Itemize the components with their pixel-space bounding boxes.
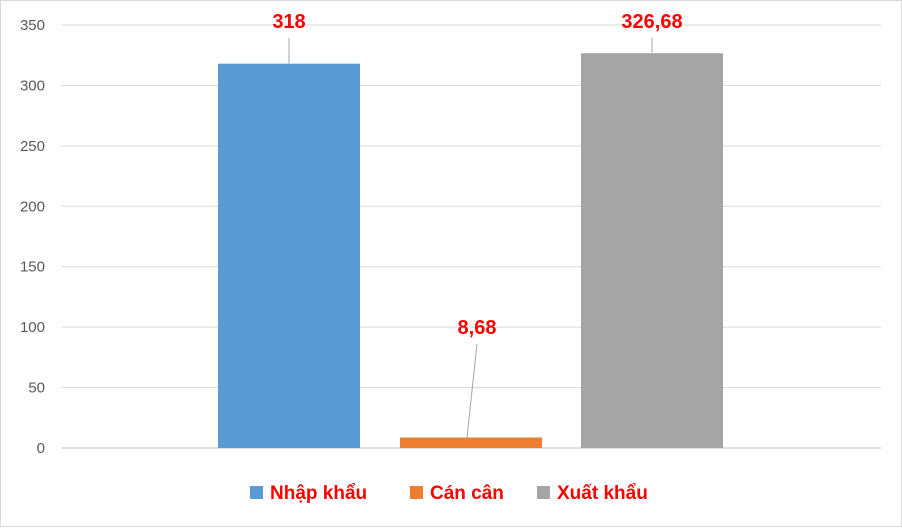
y-tick-label: 350 [20,17,45,34]
data-labels: 318 8,68 326,68 [272,11,682,339]
legend-label: Xuất khẩu [557,483,648,504]
y-tick-label: 100 [20,319,45,336]
bars [218,53,723,448]
y-tick-label: 50 [28,380,45,397]
legend-swatch [410,486,423,499]
legend-label: Cán cân [430,483,504,504]
legend-swatch [537,486,550,499]
y-tick-label: 150 [20,259,45,276]
y-tick-label: 250 [20,138,45,155]
gridlines [61,24,881,449]
legend: Nhập khẩu Cán cân Xuất khẩu [250,483,648,504]
legend-label: Nhập khẩu [270,483,367,504]
bar-nhap-khau [218,63,360,448]
data-label: 318 [272,11,305,33]
y-tick-label: 300 [20,77,45,94]
data-label: 326,68 [621,11,682,33]
y-tick-label: 0 [37,440,45,457]
leader-line [466,343,478,438]
data-label: 8,68 [458,317,497,339]
legend-swatch [250,486,263,499]
y-tick-label: 200 [20,198,45,215]
bar-can-can [400,437,542,448]
data-label-leader-lines [288,38,653,438]
y-axis-ticks: 0 50 100 150 200 250 300 350 [20,17,45,457]
bar-xuat-khau [581,53,723,448]
